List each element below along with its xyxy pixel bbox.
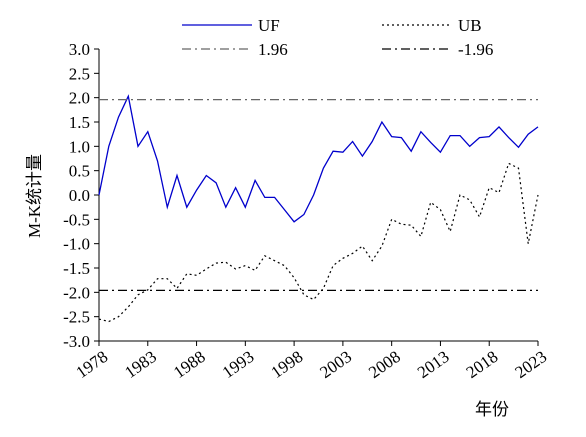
y-tick-label: -1.5: [63, 259, 90, 278]
y-tick-label: 1.0: [69, 137, 90, 156]
x-tick-label: 1993: [219, 347, 258, 382]
series-line-ub: [98, 162, 539, 323]
y-axis-label: M-K统计量: [25, 154, 44, 238]
x-tick-label: 2003: [316, 347, 355, 382]
series-layer: [98, 94, 539, 323]
x-tick-label: 2018: [463, 347, 502, 382]
y-tick-label: 2.0: [69, 89, 90, 108]
legend: UF UB 1.96 -1.96: [182, 16, 493, 59]
y-tick-label: -3.0: [63, 332, 90, 351]
legend-label-upper: 1.96: [258, 40, 288, 59]
y-tick-label: 3.0: [69, 40, 90, 59]
x-tick-label: 1998: [268, 347, 307, 382]
y-tick-label: 0.5: [69, 162, 90, 181]
y-tick-label: -2.0: [63, 283, 90, 302]
x-tick-label: 1983: [121, 347, 160, 382]
x-tick-label: 2023: [511, 347, 550, 382]
x-tick-label: 2008: [365, 347, 404, 382]
series-line-uf: [98, 94, 539, 223]
y-tick-label: -1.0: [63, 235, 90, 254]
legend-label-uf: UF: [258, 16, 280, 35]
y-tick-label: 1.5: [69, 113, 90, 132]
axes: 3.0 2.5 2.0 1.5 1.0 0.5 0.0 -0.5 -1.0 -1.5 -2.0 -2.…: [63, 40, 550, 382]
legend-label-ub: UB: [458, 16, 482, 35]
x-tick-label: 2013: [414, 347, 453, 382]
x-tick-label: 1988: [170, 347, 209, 382]
y-tick-label: 0.0: [69, 186, 90, 205]
y-tick-label: -0.5: [63, 210, 90, 229]
y-tick-label: 2.5: [69, 64, 90, 83]
x-axis-label: 年份: [475, 400, 509, 419]
y-tick-label: -2.5: [63, 308, 90, 327]
legend-label-lower: -1.96: [458, 40, 493, 59]
x-tick-label: 1978: [72, 347, 111, 382]
